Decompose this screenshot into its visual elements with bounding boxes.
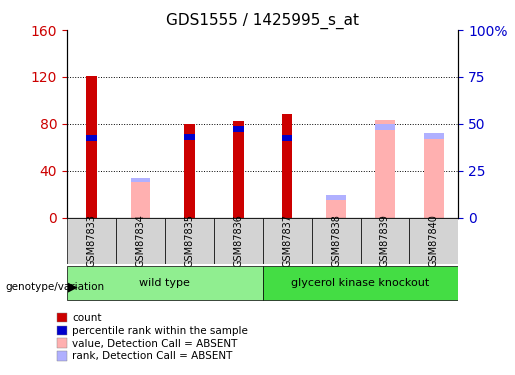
Text: GSM87837: GSM87837 xyxy=(282,214,292,267)
FancyBboxPatch shape xyxy=(67,266,263,300)
Text: GSM87840: GSM87840 xyxy=(429,214,439,267)
FancyBboxPatch shape xyxy=(214,217,263,264)
Bar xyxy=(184,134,195,140)
Bar xyxy=(375,120,395,218)
Bar xyxy=(424,135,444,218)
FancyBboxPatch shape xyxy=(360,217,409,264)
Bar xyxy=(86,76,97,217)
Title: GDS1555 / 1425995_s_at: GDS1555 / 1425995_s_at xyxy=(166,12,359,28)
Text: genotype/variation: genotype/variation xyxy=(5,282,104,292)
Bar xyxy=(282,114,293,218)
FancyBboxPatch shape xyxy=(263,217,312,264)
FancyBboxPatch shape xyxy=(409,217,458,264)
Legend: count, percentile rank within the sample, value, Detection Call = ABSENT, rank, : count, percentile rank within the sample… xyxy=(57,313,248,362)
Text: ▶: ▶ xyxy=(68,280,78,293)
FancyBboxPatch shape xyxy=(67,217,116,264)
Bar xyxy=(233,122,244,218)
Text: GSM87836: GSM87836 xyxy=(233,214,243,267)
Bar xyxy=(282,135,293,141)
FancyBboxPatch shape xyxy=(312,217,360,264)
Bar xyxy=(86,135,97,141)
FancyBboxPatch shape xyxy=(263,266,458,300)
Text: GSM87834: GSM87834 xyxy=(135,214,145,267)
Bar xyxy=(327,195,346,200)
Text: GSM87833: GSM87833 xyxy=(87,214,96,267)
Text: GSM87839: GSM87839 xyxy=(380,214,390,267)
Bar xyxy=(184,124,195,218)
Bar xyxy=(131,178,150,182)
Text: GSM87835: GSM87835 xyxy=(184,214,194,267)
Text: wild type: wild type xyxy=(140,278,190,288)
Bar xyxy=(327,196,346,217)
Bar xyxy=(424,133,444,139)
FancyBboxPatch shape xyxy=(165,217,214,264)
Bar xyxy=(233,126,244,132)
FancyBboxPatch shape xyxy=(116,217,165,264)
Text: GSM87838: GSM87838 xyxy=(331,214,341,267)
Bar xyxy=(131,180,150,218)
Bar xyxy=(375,124,395,130)
Text: glycerol kinase knockout: glycerol kinase knockout xyxy=(291,278,430,288)
